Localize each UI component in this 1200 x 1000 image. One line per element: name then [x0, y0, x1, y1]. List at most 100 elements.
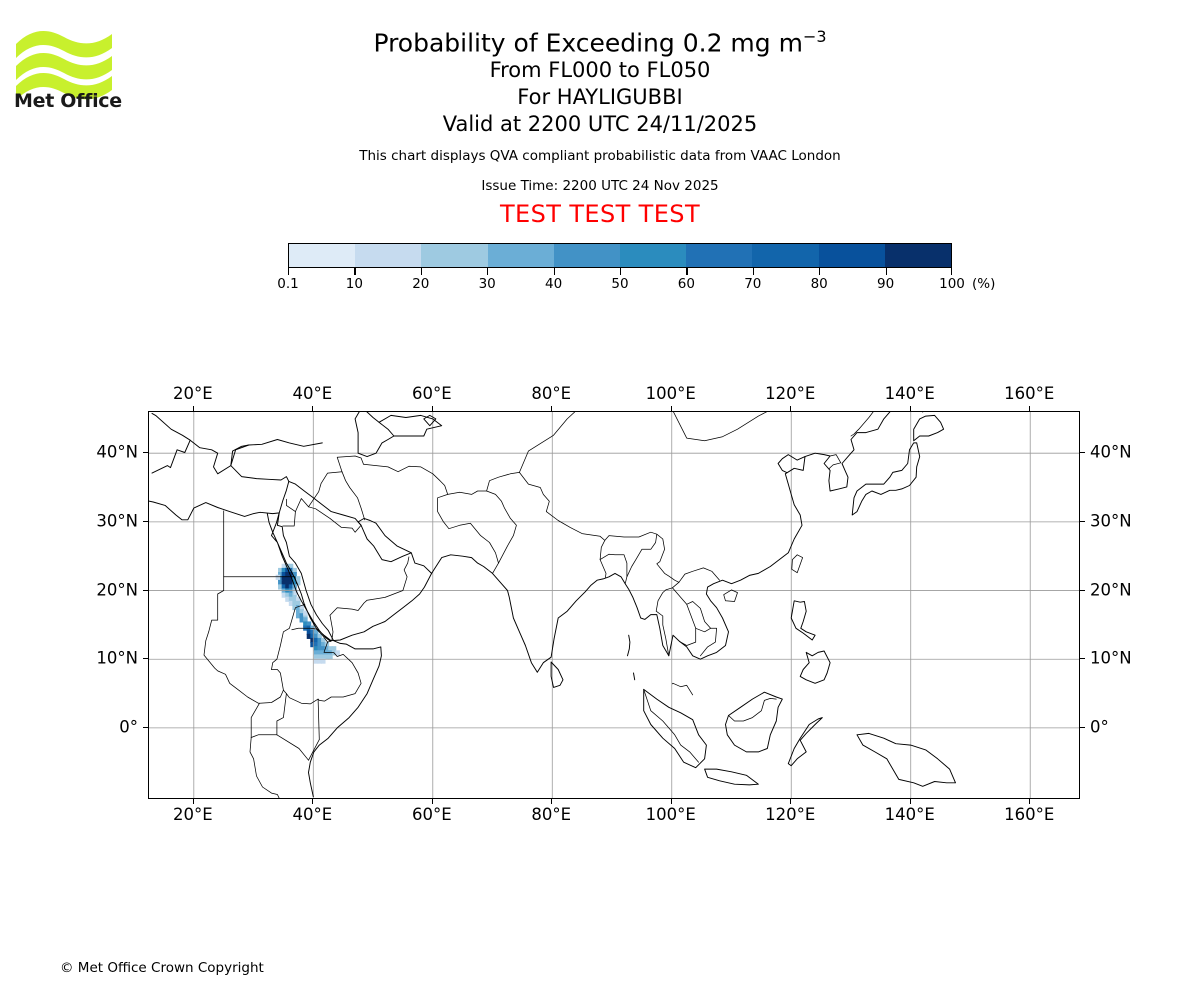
- probability-colorbar: 0.1 10 20 30 40 50 60 70 80 90 100: [277, 243, 965, 292]
- probability-cell: [285, 592, 290, 598]
- coastline-path: [656, 533, 680, 583]
- coastline-path: [354, 412, 395, 458]
- colorbar-tick: [752, 268, 755, 275]
- coastline-path: [799, 650, 831, 684]
- probability-cell: [288, 600, 294, 606]
- lat-axis-label-left: 10°N: [96, 648, 138, 668]
- colorbar-tick: [819, 268, 821, 275]
- lat-axis-label-right: 20°N: [1090, 580, 1132, 600]
- probability-cell: [299, 604, 305, 611]
- lon-axis-label-bottom: 100°E: [645, 805, 696, 824]
- probability-cell: [324, 654, 330, 660]
- colorbar-tick-label: 40: [545, 276, 563, 292]
- probability-cell: [306, 621, 312, 627]
- probability-cell: [285, 596, 290, 602]
- probability-cell: [288, 592, 294, 598]
- lon-axis-label-top: 60°E: [411, 384, 452, 403]
- lon-tick: [312, 799, 314, 804]
- probability-cell: [278, 572, 283, 578]
- colorbar-tick: [288, 268, 290, 275]
- colorbar-tick: [553, 268, 555, 275]
- probability-cells: [275, 563, 340, 664]
- probability-cell: [328, 650, 333, 656]
- lat-tick: [1080, 520, 1085, 523]
- probability-cell: [292, 567, 297, 574]
- colorbar-ticks: [288, 268, 952, 275]
- met-office-wordmark: Met Office: [14, 90, 122, 112]
- probability-cell: [335, 650, 340, 656]
- lat-axis-label-left: 40°N: [96, 442, 138, 462]
- probability-cell: [295, 600, 301, 606]
- coastline-path: [189, 439, 323, 475]
- coastline-path: [723, 589, 738, 602]
- ash-probability-map[interactable]: [143, 406, 1085, 804]
- probability-cell: [317, 646, 322, 652]
- coastlines: [149, 412, 956, 798]
- probability-cell: [288, 576, 294, 582]
- probability-cell: [278, 576, 283, 582]
- coastline-path: [363, 463, 499, 574]
- probability-cell: [295, 604, 301, 611]
- coastline-path: [655, 581, 680, 657]
- lon-axis-label-top: 140°E: [884, 384, 935, 403]
- page-title: Probability of Exceeding 0.2 mg m−3: [0, 28, 1200, 57]
- probability-cell: [288, 596, 294, 602]
- colorbar-tick-labels: 0.1 10 20 30 40 50 60 70 80 90 100: [277, 276, 965, 294]
- colorbar-band-8: [818, 244, 885, 267]
- coastline-path: [672, 682, 674, 685]
- probability-cell: [288, 563, 294, 569]
- lon-tick: [670, 799, 672, 804]
- probability-cell: [295, 580, 301, 586]
- lon-axis-label-top: 100°E: [645, 384, 696, 403]
- probability-cell: [299, 613, 305, 619]
- colorbar-band-4: [553, 244, 621, 267]
- lon-tick: [909, 406, 911, 411]
- coastline-path: [633, 672, 636, 681]
- probability-cell: [331, 646, 337, 652]
- valid-time: Valid at 2200 UTC 24/11/2025: [442, 112, 758, 137]
- probability-cell: [321, 642, 326, 648]
- lat-tick: [1080, 658, 1085, 660]
- probability-cell: [285, 567, 290, 574]
- probability-cell: [313, 637, 319, 644]
- probability-cell: [281, 588, 287, 594]
- coastline-path: [704, 768, 759, 786]
- lon-axis-label-bottom: 140°E: [884, 805, 935, 824]
- lon-tick: [1029, 406, 1031, 411]
- colorbar-tick-label: 20: [412, 276, 430, 292]
- colorbar-tick-label: 30: [478, 276, 496, 292]
- probability-cell: [292, 580, 297, 586]
- volcano-name: For HAYLIGUBBI: [517, 85, 683, 110]
- coastline-path: [856, 732, 956, 787]
- probability-cell: [285, 576, 290, 582]
- lon-tick: [790, 406, 792, 411]
- coastline-path: [643, 689, 699, 763]
- coastline-path: [336, 455, 364, 473]
- colorbar-gradient: [288, 243, 952, 268]
- probability-cell: [281, 592, 287, 598]
- lon-tick: [670, 406, 672, 411]
- coastline-path: [291, 627, 333, 643]
- colorbar-band-2: [421, 244, 488, 267]
- coastline-path: [804, 412, 891, 492]
- probability-cell: [295, 609, 301, 615]
- coastline-path: [550, 661, 564, 688]
- lon-axis-label-bottom: 160°E: [1004, 805, 1055, 824]
- probability-cell: [293, 589, 299, 596]
- coastline-path: [790, 600, 816, 641]
- lat-axis-label-left: 30°N: [96, 511, 138, 531]
- probability-cell: [310, 637, 315, 644]
- coastline-path: [276, 693, 287, 736]
- probability-cell: [295, 596, 301, 602]
- probability-cell: [303, 617, 308, 623]
- lon-tick: [192, 406, 194, 411]
- map-canvas: [149, 412, 1079, 798]
- probability-cell: [317, 658, 322, 664]
- colorbar-tick: [686, 268, 688, 275]
- coastline-path: [627, 634, 631, 657]
- coastline-path: [151, 412, 191, 474]
- coastline-path: [519, 412, 768, 473]
- probability-cell: [328, 654, 333, 660]
- qva-note: This chart displays QVA compliant probab…: [359, 147, 841, 164]
- coastline-path: [203, 631, 260, 704]
